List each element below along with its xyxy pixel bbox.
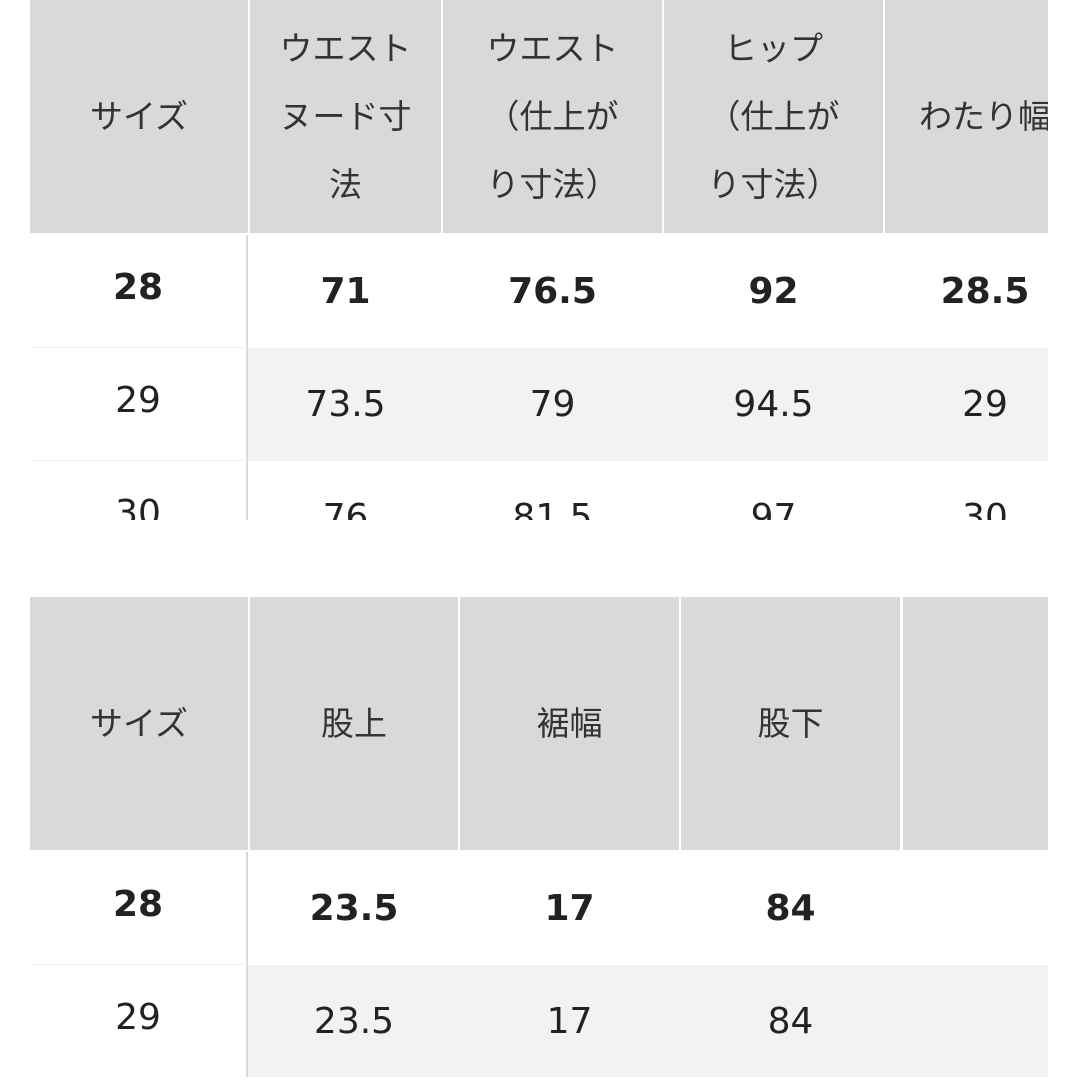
header-cell: 股上 xyxy=(250,597,458,850)
data-cell: 29 xyxy=(30,348,248,461)
data-cell: 23.5 xyxy=(250,852,458,965)
header-text: 股上 xyxy=(321,703,387,743)
data-cell: 76.5 xyxy=(443,235,662,348)
data-cell: 92 xyxy=(664,235,883,348)
header-text: 股下 xyxy=(757,703,824,743)
header-cell: ヒップ（仕上がり寸法） xyxy=(664,0,883,233)
data-cell xyxy=(903,852,1048,965)
data-cell: 28 xyxy=(30,852,248,965)
header-cell: 裾幅 xyxy=(460,597,679,850)
data-cell: 30 xyxy=(885,461,1048,520)
header-cell: 股下 xyxy=(681,597,900,850)
header-cell xyxy=(903,597,1048,850)
data-cell: 76 xyxy=(250,461,441,520)
header-text: ヒップ（仕上がり寸法） xyxy=(707,28,840,204)
header-cell: ウエスト（仕上がり寸法） xyxy=(443,0,662,233)
data-cell: 94.5 xyxy=(664,348,883,461)
header-text: サイズ xyxy=(89,703,188,743)
header-text: ウエスト（仕上がり寸法） xyxy=(486,28,619,204)
size-table-2: サイズ 股上 裾幅 股下 28 23.5 17 84 29 23.5 17 84 xyxy=(0,597,1048,1077)
data-cell: 23.5 xyxy=(250,965,458,1077)
data-cell: 71 xyxy=(250,235,441,348)
data-cell: 79 xyxy=(443,348,662,461)
data-cell: 73.5 xyxy=(250,348,441,461)
data-cell: 28.5 xyxy=(885,235,1048,348)
header-cell: わたり幅 xyxy=(885,0,1048,233)
data-cell: 17 xyxy=(460,965,679,1077)
data-cell: 30 xyxy=(30,461,248,520)
data-cell: 84 xyxy=(681,852,900,965)
header-cell: サイズ xyxy=(30,0,248,233)
data-cell: 29 xyxy=(885,348,1048,461)
header-text: わたり幅 xyxy=(919,96,1048,136)
data-cell: 81.5 xyxy=(443,461,662,520)
data-cell: 17 xyxy=(460,852,679,965)
data-cell xyxy=(903,965,1048,1077)
header-cell: サイズ xyxy=(30,597,248,850)
header-text: サイズ xyxy=(89,96,188,136)
data-cell: 97 xyxy=(664,461,883,520)
data-cell: 84 xyxy=(681,965,900,1077)
header-text: 裾幅 xyxy=(536,703,603,743)
size-table-1: サイズ ウエストヌード寸法 ウエスト（仕上がり寸法） ヒップ（仕上がり寸法） わたり幅 2… xyxy=(0,0,1048,520)
header-cell: ウエストヌード寸法 xyxy=(250,0,441,233)
data-cell: 28 xyxy=(30,235,248,348)
data-cell: 29 xyxy=(30,965,248,1077)
header-text: ウエストヌード寸法 xyxy=(279,28,412,204)
